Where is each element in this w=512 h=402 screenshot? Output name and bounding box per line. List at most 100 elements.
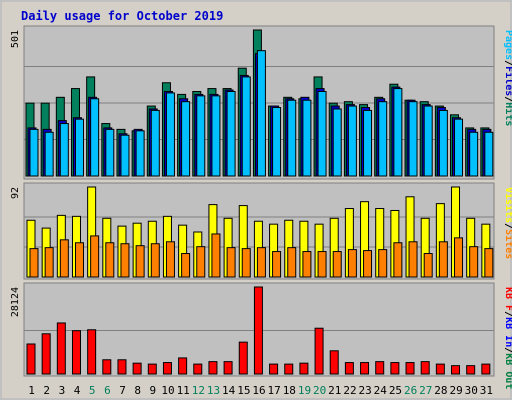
bar-pages-day-4 [74, 118, 84, 177]
bar-pages-day-26 [408, 101, 418, 177]
day-label: 7 [119, 384, 126, 397]
legend-hits-files-pages: Pages/Files/Hits [503, 30, 512, 126]
bar-sites-day-11 [181, 253, 191, 278]
legend-entry: KB Out [503, 353, 512, 389]
day-label: 27 [419, 384, 432, 397]
legend-entry: / [503, 96, 512, 102]
bar-sites-day-23 [363, 250, 373, 278]
bar-pages-day-14 [226, 90, 236, 177]
bar-kb-f-day-4 [71, 330, 81, 375]
ymax-label: 28124 [10, 287, 21, 317]
bar-sites-day-16 [256, 247, 266, 278]
bar-pages-day-29 [454, 118, 464, 177]
day-label: 6 [104, 384, 111, 397]
bar-pages-day-18 [287, 99, 297, 177]
day-label: 23 [359, 384, 372, 397]
day-label: 15 [237, 384, 250, 397]
bar-kb-f-day-20 [314, 327, 324, 375]
bar-sites-day-28 [438, 241, 448, 278]
bar-kb-f-day-7 [117, 359, 127, 375]
bar-pages-day-13 [211, 95, 221, 177]
bar-pages-day-31 [484, 131, 494, 177]
bar-pages-day-12 [196, 95, 206, 177]
bar-sites-day-30 [469, 246, 479, 278]
bar-kb-f-day-15 [238, 341, 248, 375]
bar-sites-day-18 [287, 247, 297, 278]
bar-sites-day-24 [378, 249, 388, 278]
bar-kb-f-day-23 [360, 362, 370, 375]
bar-sites-day-19 [302, 251, 312, 278]
bar-pages-day-24 [378, 101, 388, 177]
day-label: 17 [268, 384, 281, 397]
bar-pages-day-11 [181, 101, 191, 177]
bar-kb-f-day-5 [87, 329, 97, 375]
legend-entry: / [503, 347, 512, 353]
bar-kb-f-day-12 [193, 363, 203, 375]
day-label: 20 [313, 384, 326, 397]
day-label: 12 [192, 384, 205, 397]
bar-sites-day-21 [332, 251, 342, 278]
bar-pages-day-30 [469, 131, 479, 177]
day-label: 16 [252, 384, 265, 397]
bar-pages-day-3 [59, 123, 69, 177]
bar-kb-f-day-10 [162, 362, 172, 375]
bar-kb-f-day-26 [405, 362, 415, 375]
day-label: 31 [480, 384, 493, 397]
bar-pages-day-22 [347, 105, 357, 177]
bar-sites-day-20 [317, 251, 327, 278]
day-label: 14 [222, 384, 236, 397]
legend-entry: KB In [503, 317, 512, 347]
bar-pages-day-6 [105, 128, 115, 177]
legend-entry: Sites [503, 229, 512, 259]
bar-pages-day-27 [423, 105, 433, 177]
bar-sites-day-29 [454, 237, 464, 278]
bar-sites-day-6 [105, 242, 115, 278]
day-label: 19 [298, 384, 311, 397]
day-label: 3 [59, 384, 66, 397]
day-label: 30 [465, 384, 478, 397]
bar-sites-day-2 [44, 247, 54, 278]
bar-kb-f-day-3 [56, 322, 66, 375]
bar-kb-f-day-9 [147, 363, 157, 375]
day-label: 18 [283, 384, 296, 397]
bar-sites-day-26 [408, 241, 418, 278]
bar-kb-f-day-22 [344, 362, 354, 375]
bar-kb-f-day-6 [102, 359, 112, 375]
legend-entry: Pages [503, 30, 512, 60]
legend-entry: / [503, 223, 512, 229]
day-label: 29 [449, 384, 462, 397]
bar-kb-f-day-21 [329, 350, 339, 375]
bar-sites-day-8 [135, 245, 145, 278]
bar-pages-day-21 [332, 108, 342, 177]
legend-entry: / [503, 311, 512, 317]
legend-entry: Files [503, 66, 512, 96]
bar-kb-f-day-14 [223, 361, 233, 375]
legend-entry: / [503, 60, 512, 66]
bar-kb-f-day-30 [466, 365, 476, 375]
bar-pages-day-5 [90, 98, 100, 177]
bar-kb-f-day-18 [284, 363, 294, 375]
bar-kb-f-day-28 [435, 363, 445, 375]
bar-kb-f-day-31 [481, 363, 491, 375]
ymax-label: 92 [10, 187, 21, 199]
bar-sites-day-31 [484, 248, 494, 278]
bar-pages-day-8 [135, 130, 145, 177]
bar-kb-f-day-11 [178, 357, 188, 375]
bar-sites-day-3 [59, 239, 69, 278]
bar-kb-f-day-27 [420, 361, 430, 375]
day-label: 25 [389, 384, 402, 397]
bar-pages-day-28 [438, 109, 448, 177]
bar-pages-day-10 [165, 92, 175, 177]
bar-kb-f-day-13 [208, 361, 218, 375]
bar-sites-day-7 [120, 243, 130, 278]
bar-kb-f-day-1 [26, 343, 36, 375]
ymax-label: 501 [10, 30, 21, 48]
bar-sites-day-15 [241, 248, 251, 278]
bar-pages-day-1 [29, 128, 39, 177]
day-label: 2 [43, 384, 50, 397]
bar-pages-day-20 [317, 90, 327, 177]
bar-kb-f-day-25 [390, 362, 400, 375]
bar-pages-day-7 [120, 134, 130, 177]
bar-sites-day-17 [272, 251, 282, 278]
